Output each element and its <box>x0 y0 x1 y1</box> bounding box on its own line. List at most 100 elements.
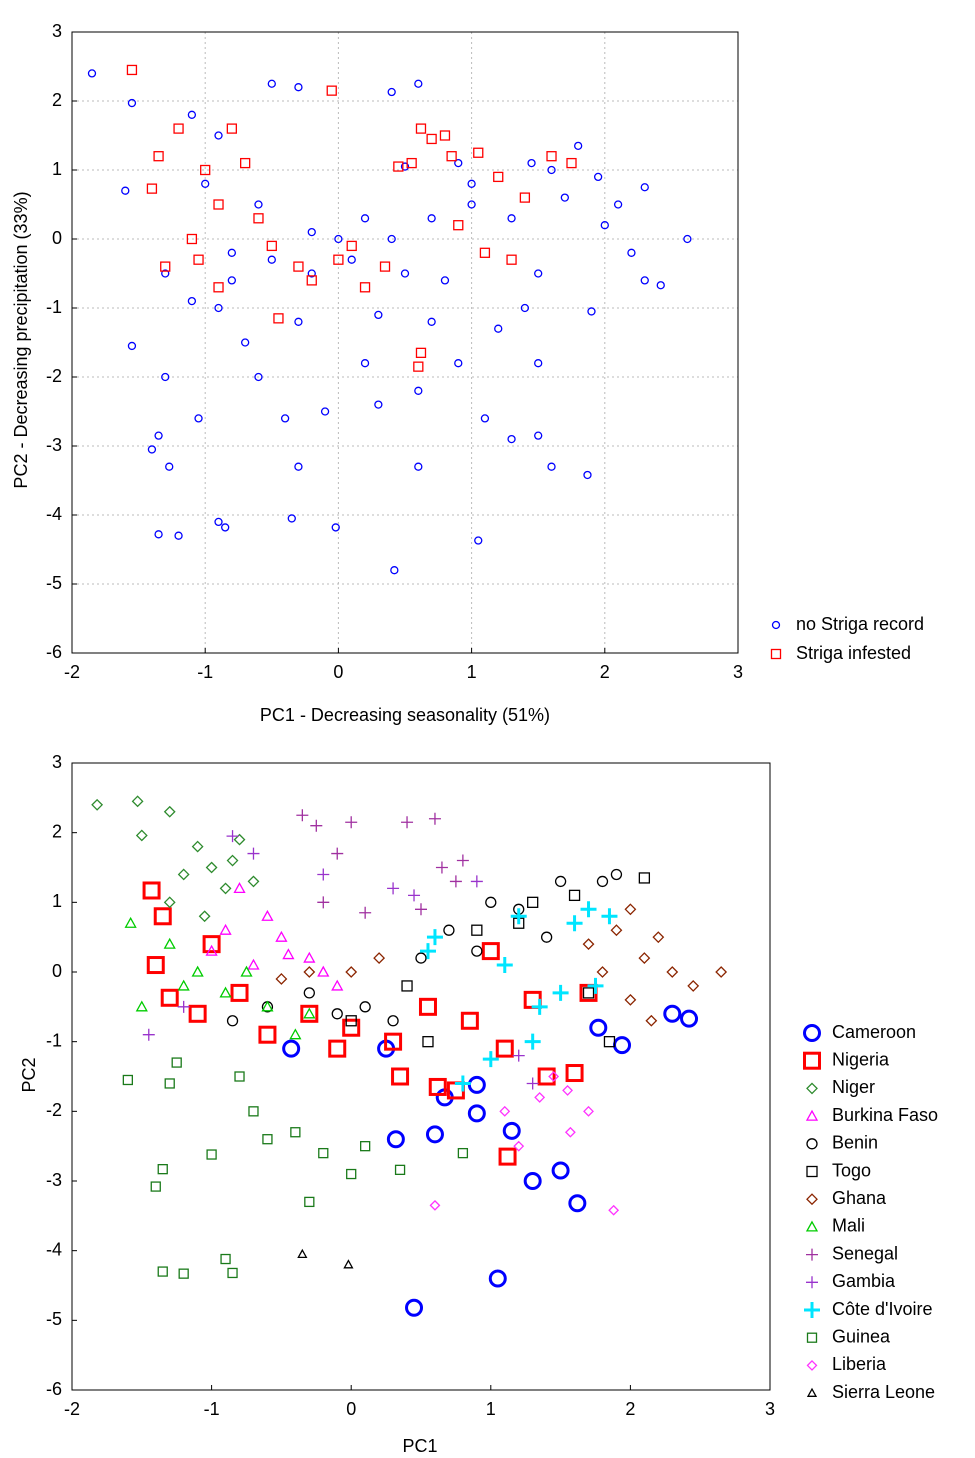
point <box>566 157 577 169</box>
legend-marker <box>803 1024 821 1042</box>
y-axis-label: PC2 - Decreasing precipitation (33%) <box>11 191 31 488</box>
point <box>227 248 236 257</box>
plot-frame <box>71 31 739 654</box>
point <box>506 254 517 265</box>
legend-label: Burkina Faso <box>832 1105 938 1125</box>
point <box>534 269 543 278</box>
point <box>640 276 649 285</box>
legend-marker <box>770 648 782 660</box>
point <box>481 942 500 961</box>
point <box>587 307 596 316</box>
point <box>345 966 358 978</box>
point <box>247 958 260 970</box>
point <box>467 179 476 188</box>
point <box>656 281 665 290</box>
point <box>548 1071 560 1082</box>
y-tick-label: 1 <box>52 159 62 179</box>
point <box>153 907 172 926</box>
point <box>683 234 692 244</box>
point <box>527 158 536 168</box>
x-tick-label: -2 <box>64 662 80 682</box>
point <box>194 414 203 423</box>
point <box>507 214 516 223</box>
legend-marker <box>771 620 781 630</box>
point <box>135 829 148 842</box>
point <box>317 896 330 909</box>
legend-marker <box>806 1387 818 1397</box>
point <box>471 945 483 957</box>
point <box>457 1147 469 1159</box>
point <box>427 317 436 326</box>
y-tick-label: 2 <box>52 90 62 110</box>
point <box>287 514 296 523</box>
y-tick-label: -6 <box>46 642 62 662</box>
point <box>193 254 204 265</box>
y-tick-label: -4 <box>46 1239 62 1259</box>
point <box>422 1036 434 1048</box>
point <box>638 952 651 964</box>
point <box>554 875 567 888</box>
x-tick-label: -2 <box>64 1399 80 1419</box>
point <box>414 462 423 471</box>
point <box>680 1009 699 1028</box>
point <box>173 123 184 134</box>
point <box>241 338 250 347</box>
legend-label: Togo <box>832 1160 871 1180</box>
point <box>227 276 236 285</box>
point <box>428 812 441 825</box>
point <box>254 200 263 209</box>
point <box>453 220 464 231</box>
point <box>645 1014 658 1027</box>
legend-label: Sierra Leone <box>832 1382 935 1402</box>
point <box>488 1269 507 1288</box>
point <box>582 987 595 999</box>
point <box>346 1168 357 1180</box>
legend-marker <box>805 1220 819 1232</box>
point <box>474 536 483 545</box>
legend-label: Senegal <box>832 1243 898 1263</box>
point <box>214 303 223 313</box>
legend-label: Guinea <box>832 1326 891 1346</box>
point <box>142 1028 155 1041</box>
y-tick-label: -2 <box>46 1100 62 1120</box>
point <box>328 1039 347 1058</box>
point <box>240 965 253 977</box>
point <box>415 952 427 964</box>
point <box>427 214 436 223</box>
point <box>580 901 597 918</box>
point <box>443 924 455 936</box>
legend-label: Striga infested <box>796 643 911 663</box>
point <box>206 1149 217 1160</box>
point <box>261 1000 274 1012</box>
point <box>345 816 358 829</box>
point <box>527 896 539 908</box>
point <box>303 966 316 978</box>
point <box>121 186 130 195</box>
legend-marker <box>806 1138 818 1150</box>
legend-label: Gambia <box>832 1271 896 1291</box>
point <box>303 1007 316 1019</box>
point <box>613 1036 632 1055</box>
legend-marker <box>804 1302 820 1318</box>
point <box>583 1105 594 1117</box>
y-tick-label: 3 <box>52 21 62 41</box>
point <box>406 157 417 169</box>
point <box>122 1074 133 1086</box>
legend-marker <box>805 1109 819 1121</box>
x-tick-label: 0 <box>333 662 343 682</box>
point <box>624 903 637 916</box>
y-tick-label: -1 <box>46 1030 62 1050</box>
point <box>440 276 450 285</box>
point <box>266 240 277 252</box>
point <box>177 1000 190 1013</box>
point <box>307 269 316 278</box>
point <box>613 200 623 209</box>
point <box>479 247 491 258</box>
legend-label: Benin <box>832 1133 878 1153</box>
point <box>494 324 503 333</box>
point <box>374 400 383 409</box>
point <box>582 938 595 951</box>
point <box>624 993 637 1006</box>
legend-marker <box>806 1276 818 1289</box>
point <box>187 110 197 119</box>
